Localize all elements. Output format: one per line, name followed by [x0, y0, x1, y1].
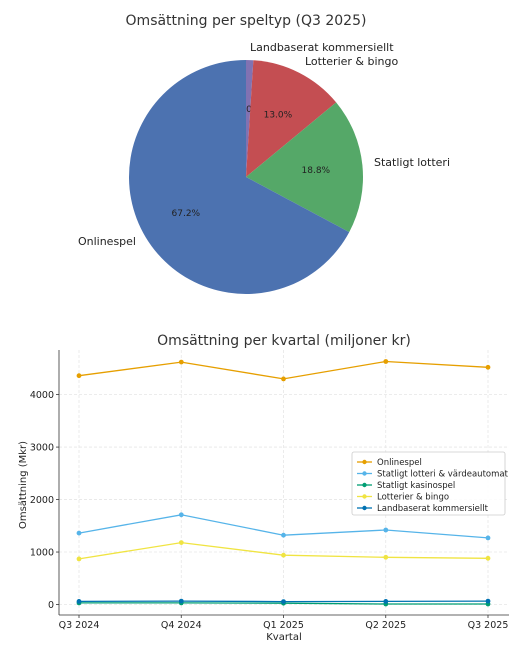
- pie-slice-statligt-lotteri: [246, 102, 364, 233]
- data-point-lotterier-bingo: [76, 556, 82, 562]
- data-point-lotterier-bingo: [178, 540, 184, 545]
- data-point-statligt-lotteri-v-rdeautomat: [76, 530, 82, 536]
- legend-marker-onlinespel: [362, 459, 367, 465]
- x-tick-label: Q1 2025: [263, 620, 304, 631]
- pie-slice-label-lotterier-bingo: Lotterier & bingo: [305, 55, 398, 68]
- data-point-landbaserat-kommersiellt: [485, 598, 491, 604]
- data-point-statligt-lotteri-v-rdeautomat: [383, 527, 389, 533]
- legend: [351, 451, 506, 516]
- y-tick-label: 0: [48, 600, 54, 611]
- line-chart: 0 1000 2000 3000 4000 Q3 2024 Q4 2024 Q1 2025 Q2…: [30, 350, 509, 631]
- data-point-landbaserat-kommersiellt: [281, 599, 286, 604]
- pie-chart: 1.0% Landbaserat kommersiellt 13.0% Lotteri…: [78, 41, 450, 295]
- pie-slice-onlinespel: [129, 60, 350, 295]
- data-point-statligt-lotteri-v-rdeautomat: [178, 512, 184, 518]
- data-point-lotterier-bingo: [383, 554, 389, 560]
- pie-slice-label-onlinespel: Onlinespel: [78, 235, 136, 248]
- legend-marker-lotterier-bingo: [362, 494, 367, 499]
- legend-marker-statligt-lotteri-v-rdeautomat: [362, 471, 367, 476]
- data-point-lotterier-bingo: [485, 555, 491, 561]
- pie-slice-label-landbaserat-kommersiellt: Landbaserat kommersiellt: [250, 41, 394, 54]
- pie-pct-label-landbaserat-kommersiellt: 1.0%: [238, 105, 261, 115]
- data-point-landbaserat-kommersiellt: [76, 599, 82, 604]
- pie-pct-label-statligt-lotteri: 18.8%: [302, 166, 331, 176]
- pie-title: Omsättning per speltyp (Q3 2025): [126, 13, 367, 29]
- data-point-landbaserat-kommersiellt: [383, 599, 389, 604]
- line-title: Omsättning per kvartal (miljoner kr): [157, 333, 411, 349]
- x-tick-label: Q2 2025: [365, 620, 406, 631]
- pie-slice-lotterier-bingo: [246, 60, 337, 178]
- y-tick-label: 3000: [30, 443, 54, 454]
- data-point-landbaserat-kommersiellt: [178, 598, 184, 604]
- y-tick-label: 2000: [30, 495, 54, 506]
- legend-label-landbaserat-kommersiellt: Landbaserat kommersiellt: [377, 504, 489, 514]
- pie-slice-label-statligt-lotteri: Statligt lotteri: [374, 156, 450, 169]
- pie-pct-label-onlinespel: 67.2%: [172, 209, 201, 219]
- data-point-onlinespel: [485, 364, 491, 370]
- y-axis-label: Omsättning (Mkr): [18, 441, 29, 529]
- data-point-onlinespel: [178, 359, 184, 365]
- data-point-lotterier-bingo: [281, 552, 286, 558]
- pie-pct-label-lotterier-bingo: 13.0%: [264, 111, 293, 121]
- y-tick-label: 4000: [30, 390, 54, 401]
- legend-label-statligt-kasinospel: Statligt kasinospel: [377, 481, 455, 491]
- legend-marker-landbaserat-kommersiellt: [362, 505, 367, 511]
- legend-label-onlinespel: Onlinespel: [377, 458, 422, 468]
- data-point-statligt-lotteri-v-rdeautomat: [485, 535, 491, 541]
- y-tick-label: 1000: [30, 548, 54, 559]
- x-axis-label: Kvartal: [266, 632, 302, 643]
- x-tick-label: Q4 2024: [161, 620, 202, 631]
- data-point-onlinespel: [281, 376, 286, 382]
- data-point-statligt-lotteri-v-rdeautomat: [281, 532, 286, 538]
- data-point-onlinespel: [76, 373, 82, 379]
- pie-slice-landbaserat-kommersiellt: [246, 60, 254, 177]
- x-tick-label: Q3 2025: [468, 620, 509, 631]
- x-tick-label: Q3 2024: [59, 620, 100, 631]
- data-point-onlinespel: [383, 359, 389, 364]
- legend-label-lotterier-bingo: Lotterier & bingo: [377, 493, 449, 503]
- legend-label-statligt-lotteri-v-rdeautomat: Statligt lotteri & värdeautomat: [377, 470, 509, 480]
- legend-marker-statligt-kasinospel: [362, 482, 367, 488]
